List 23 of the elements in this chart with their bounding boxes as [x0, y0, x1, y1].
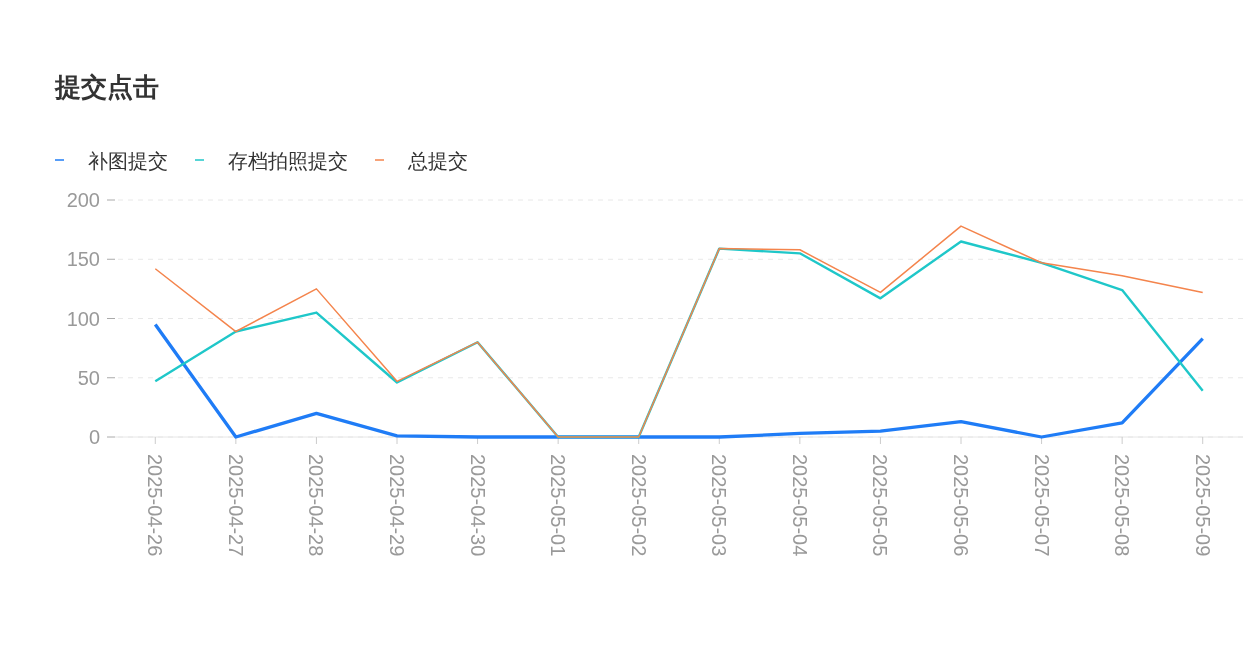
legend-label: 总提交 [407, 150, 468, 172]
y-tick-label: 50 [77, 366, 100, 389]
legend-label: 补图提交 [88, 150, 168, 172]
x-tick-label: 2025-05-08 [1111, 454, 1134, 557]
x-tick-label: 2025-05-09 [1191, 454, 1214, 557]
x-tick-label: 2025-05-02 [627, 454, 650, 557]
y-tick-label: 200 [66, 189, 100, 211]
x-tick-label: 2025-04-27 [224, 454, 247, 557]
legend-label: 存档拍照提交 [228, 150, 348, 172]
x-tick-label: 2025-05-06 [950, 454, 972, 557]
y-tick-label: 0 [88, 426, 100, 448]
y-tick-label: 150 [66, 248, 100, 271]
x-tick-label: 2025-05-03 [708, 454, 731, 557]
x-tick-label: 2025-04-26 [144, 454, 167, 557]
chart-title: 提交点击 [54, 72, 159, 102]
x-tick-label: 2025-04-28 [305, 454, 328, 557]
x-tick-label: 2025-04-29 [386, 454, 408, 557]
x-tick-label: 2025-05-05 [869, 454, 892, 557]
x-tick-label: 2025-04-30 [466, 454, 489, 557]
y-tick-label: 100 [66, 307, 100, 330]
x-tick-label: 2025-05-07 [1030, 454, 1053, 557]
x-tick-label: 2025-05-01 [547, 454, 570, 557]
x-tick-label: 2025-05-04 [788, 454, 811, 557]
